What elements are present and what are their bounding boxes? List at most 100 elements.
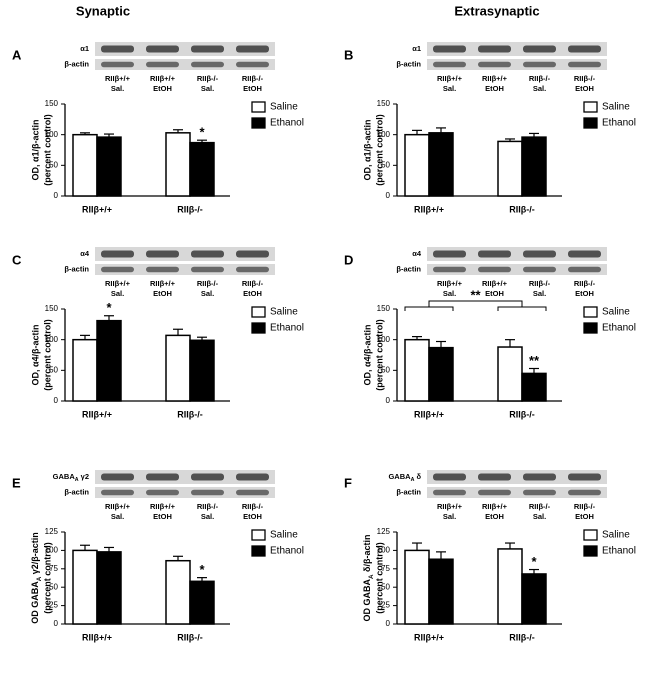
column-header: Extrasynaptic	[454, 3, 539, 18]
y-axis-label: OD, α1/β-actin	[362, 119, 372, 180]
blot-band	[523, 473, 556, 481]
blot-band	[523, 489, 556, 496]
blot-band	[478, 473, 511, 481]
blot-band	[433, 45, 466, 53]
legend-label: Ethanol	[602, 546, 636, 557]
blot-band	[523, 250, 556, 258]
significance-bracket	[404, 306, 454, 311]
lane-label: Sal.	[201, 512, 214, 521]
x-tick-label: RIIβ+/+	[414, 204, 444, 214]
blot-band	[146, 250, 179, 258]
y-tick-label: 50	[49, 160, 58, 169]
blot-band	[101, 489, 134, 496]
lane-label: RIIβ+/+	[437, 74, 463, 83]
bar	[428, 558, 454, 625]
bar	[189, 141, 215, 197]
lane-label: EtOH	[153, 289, 172, 298]
y-axis-label: OD, α1/β-actin	[30, 119, 40, 180]
significance-marker: *	[531, 554, 537, 569]
y-tick-label: 150	[45, 99, 59, 108]
y-tick-label: 125	[377, 527, 391, 536]
bar	[72, 549, 98, 625]
y-tick-label: 0	[386, 619, 391, 628]
lane-label: EtOH	[485, 512, 504, 521]
lane-label: RIIβ+/+	[437, 279, 463, 288]
blot-strip	[95, 42, 275, 56]
blot-band	[478, 266, 511, 273]
bar	[96, 319, 122, 402]
lane-label: EtOH	[575, 289, 594, 298]
y-tick-label: 150	[377, 304, 391, 313]
lane-label: RIIβ-/-	[197, 502, 219, 511]
blot-band	[433, 250, 466, 258]
blot-row-label: α1	[80, 44, 89, 53]
blot-strip	[95, 264, 275, 275]
legend-label: Saline	[270, 102, 298, 113]
blot-band	[568, 266, 601, 273]
blot-band	[146, 266, 179, 273]
blot-row-label: β-actin	[396, 59, 421, 68]
blot-band	[191, 45, 224, 53]
bar	[428, 132, 454, 197]
blot-row-label: GABAA γ2	[53, 472, 89, 483]
legend-label: Saline	[270, 530, 298, 541]
blot-band	[568, 61, 601, 68]
lane-label: RIIβ+/+	[150, 502, 176, 511]
lane-label: RIIβ+/+	[150, 74, 176, 83]
lane-label: RIIβ+/+	[482, 502, 508, 511]
text-segment: A	[75, 477, 79, 483]
blot-strip	[95, 470, 275, 484]
lane-label: EtOH	[153, 84, 172, 93]
lane-label: EtOH	[575, 84, 594, 93]
panel-letter: A	[12, 47, 22, 62]
blot-strip	[427, 59, 607, 70]
lane-label: RIIβ-/-	[197, 74, 219, 83]
legend-swatch	[251, 529, 266, 541]
bar	[165, 334, 191, 402]
lane-label: Sal.	[111, 84, 124, 93]
lane-label: RIIβ-/-	[197, 279, 219, 288]
legend-swatch	[583, 117, 598, 129]
blot-band	[523, 45, 556, 53]
lane-label: RIIβ+/+	[105, 74, 131, 83]
y-tick-label: 25	[49, 601, 58, 610]
lane-label: Sal.	[443, 289, 456, 298]
bar	[404, 338, 430, 402]
lane-label: RIIβ+/+	[150, 279, 176, 288]
lane-label: RIIβ-/-	[529, 279, 551, 288]
legend-label: Saline	[602, 530, 630, 541]
bar	[189, 339, 215, 402]
blot-row-label: β-actin	[396, 264, 421, 273]
blot-row-label: GABAA δ	[388, 472, 421, 483]
legend-label: Saline	[602, 102, 630, 113]
y-tick-label: 100	[45, 335, 59, 344]
y-axis-label: OD GABAA δ/β-actin	[362, 534, 374, 621]
significance-marker: **	[470, 287, 481, 302]
lane-label: EtOH	[243, 512, 262, 521]
blot-band	[236, 473, 269, 481]
blot-strip	[95, 59, 275, 70]
blot-band	[191, 489, 224, 496]
legend-swatch	[251, 101, 266, 113]
blot-band	[146, 473, 179, 481]
lane-label: EtOH	[485, 289, 504, 298]
y-tick-label: 50	[381, 582, 390, 591]
lane-label: EtOH	[153, 512, 172, 521]
blot-band	[433, 473, 466, 481]
bar	[521, 573, 547, 625]
blot-band	[523, 61, 556, 68]
blot-row-label: α4	[412, 249, 422, 258]
blot-band	[478, 489, 511, 496]
y-tick-label: 150	[45, 304, 59, 313]
lane-label: EtOH	[243, 84, 262, 93]
x-tick-label: RIIβ-/-	[509, 204, 535, 214]
bar	[189, 580, 215, 625]
blot-band	[236, 250, 269, 258]
blot-band	[478, 45, 511, 53]
y-tick-label: 0	[386, 191, 391, 200]
y-axis-label: (percent control)	[374, 319, 384, 391]
blot-band	[191, 473, 224, 481]
lane-label: EtOH	[485, 84, 504, 93]
bar	[497, 346, 523, 402]
lane-label: RIIβ-/-	[529, 502, 551, 511]
